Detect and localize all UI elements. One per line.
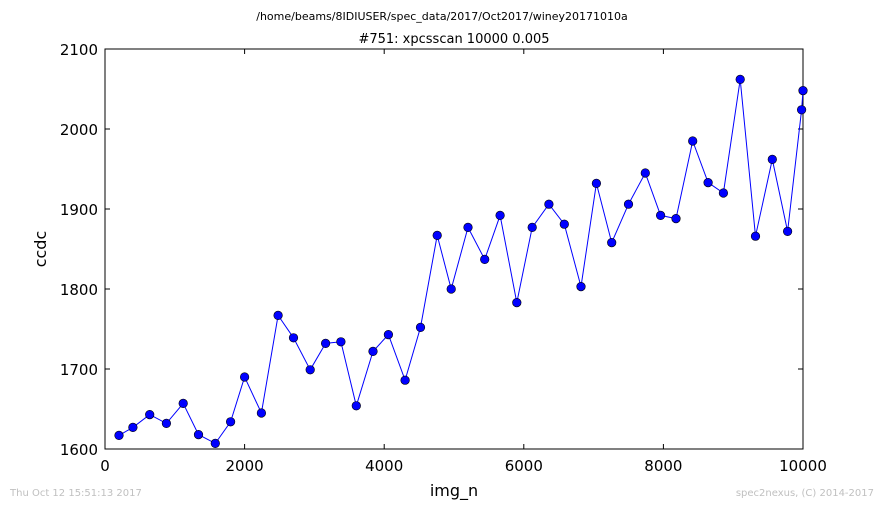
x-tick-label: 2000 — [226, 457, 264, 475]
data-point — [383, 330, 394, 340]
data-point — [512, 298, 522, 308]
data-point — [161, 418, 171, 429]
data-point — [623, 199, 634, 209]
data-point — [798, 85, 808, 96]
data-point — [576, 282, 586, 292]
x-tick-label: 8000 — [644, 457, 682, 475]
data-point — [240, 372, 250, 382]
data-point — [655, 210, 666, 220]
data-point — [288, 333, 299, 343]
data-point — [226, 417, 236, 427]
y-tick-label: 1700 — [60, 361, 98, 379]
data-point — [415, 322, 426, 333]
data-point — [432, 230, 442, 240]
data-point — [735, 74, 745, 84]
data-point — [544, 199, 554, 209]
y-axis-label: ccdc — [31, 231, 50, 268]
data-point — [210, 438, 220, 449]
data-point — [591, 178, 602, 188]
y-tick-label: 1900 — [60, 201, 98, 219]
axis-tick-labels: 0 2000 4000 6000 8000 10000 1600 1700 1800 1900 20… — [60, 41, 827, 475]
data-point — [688, 136, 698, 146]
data-point — [718, 188, 729, 198]
data-point — [305, 365, 315, 375]
data-point — [114, 430, 124, 441]
y-tick-label: 2000 — [60, 121, 98, 139]
data-point — [256, 408, 267, 418]
y-tick-label: 1600 — [60, 441, 98, 459]
data-point — [750, 231, 761, 241]
data-point — [193, 430, 204, 440]
data-point — [336, 337, 346, 347]
credit-text: spec2nexus, (C) 2014-2017 — [735, 488, 874, 499]
data-point — [607, 238, 617, 248]
data-point — [703, 178, 713, 188]
data-point — [480, 254, 490, 264]
data-point — [640, 168, 650, 178]
data-point — [559, 219, 569, 229]
data-point — [782, 226, 793, 236]
data-point — [527, 222, 537, 232]
data-point — [178, 398, 188, 409]
timestamp: Thu Oct 12 15:51:13 2017 — [10, 488, 142, 499]
data-point — [128, 422, 138, 433]
x-axis-label: img_n — [430, 481, 478, 501]
data-point — [145, 410, 155, 420]
y-tick-label: 2100 — [60, 41, 98, 59]
x-tick-label: 10000 — [779, 457, 827, 475]
chart-title: #751: xpcsscan 10000 0.005 — [358, 32, 549, 47]
file-path-title: /home/beams/8IDIUSER/spec_data/2017/Oct2… — [256, 10, 628, 23]
data-point — [446, 284, 456, 294]
data-point — [273, 310, 283, 321]
data-point — [351, 401, 361, 411]
data-point — [463, 222, 473, 232]
plot-frame — [104, 48, 804, 450]
axis-ticks — [104, 48, 804, 450]
x-tick-label: 4000 — [365, 457, 403, 475]
y-tick-label: 1800 — [60, 281, 98, 299]
data-point — [321, 338, 331, 349]
data-point — [767, 154, 777, 164]
data-point — [671, 214, 681, 224]
x-tick-label: 6000 — [505, 457, 543, 475]
data-point — [400, 375, 410, 385]
data-point — [495, 210, 505, 220]
x-tick-label: 0 — [100, 457, 110, 475]
data-point — [796, 105, 807, 115]
data-points — [114, 74, 808, 449]
data-point — [368, 346, 378, 357]
